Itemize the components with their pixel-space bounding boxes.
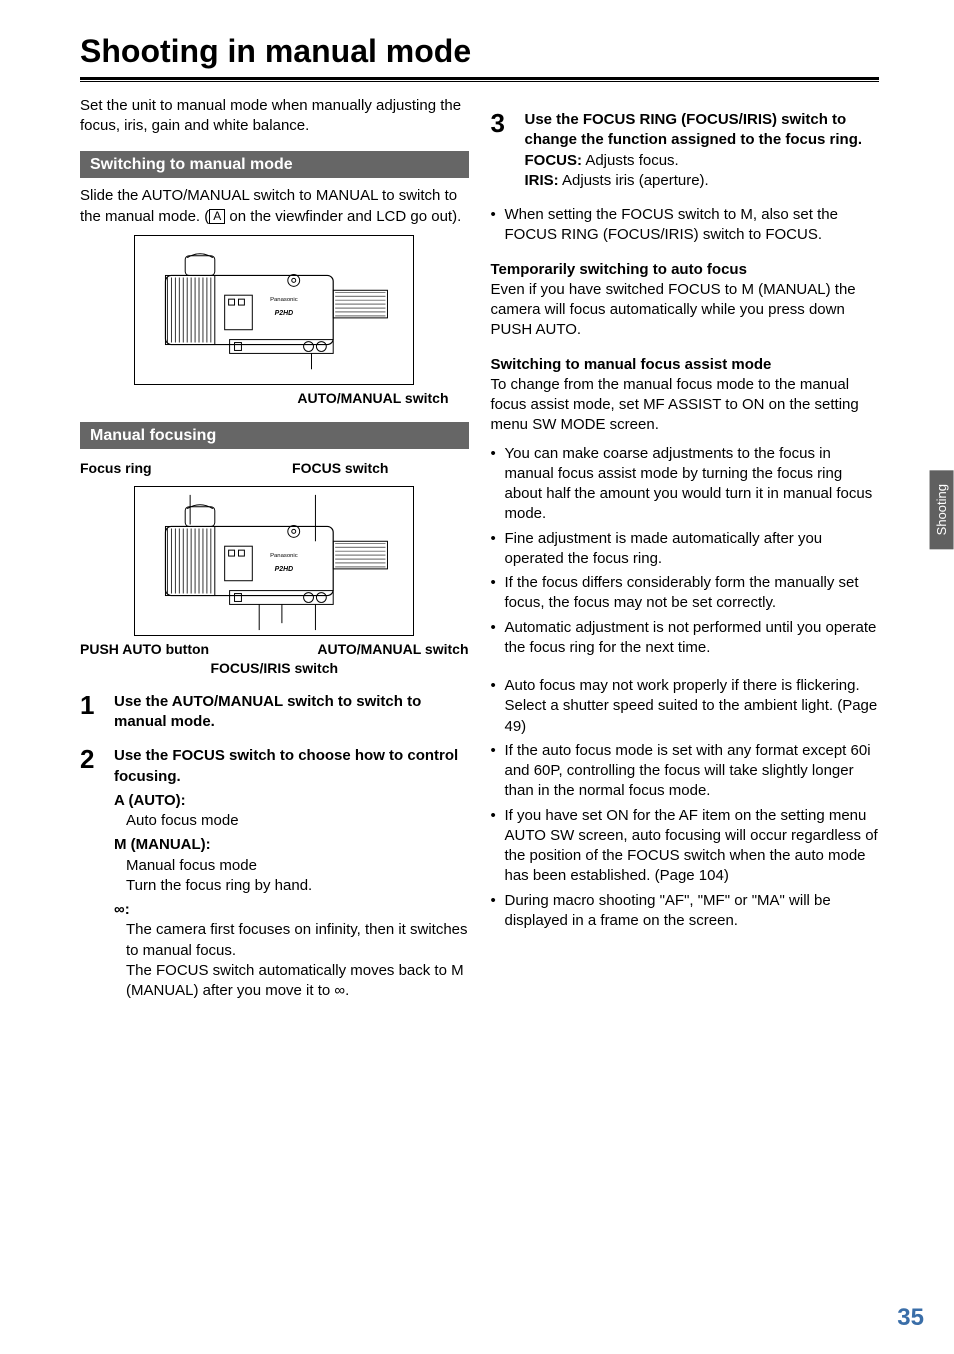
camera-figure-1: P2HD Panasonic <box>134 235 414 385</box>
step2-opt-m-dd: Manual focus mode Turn the focus ring by… <box>126 856 469 897</box>
assist-body: To change from the manual focus mode to … <box>491 375 880 436</box>
step2-opt-a-dt: A (AUTO): <box>114 791 469 811</box>
divider <box>80 81 879 82</box>
side-tab: Shooting <box>930 470 954 549</box>
assist-bullet: Automatic adjustment is not performed un… <box>491 618 880 659</box>
step3-focus-line: FOCUS: Adjusts focus. <box>525 151 880 171</box>
step2-opt-a-dd: Auto focus mode <box>126 811 469 831</box>
bullet-focus-switch-m: When setting the FOCUS switch to M, also… <box>491 205 880 246</box>
step-number: 3 <box>491 110 525 136</box>
temp-body: Even if you have switched FOCUS to M (MA… <box>491 280 880 341</box>
svg-text:P2HD: P2HD <box>275 566 293 573</box>
notes-bullet: Auto focus may not work properly if ther… <box>491 676 880 737</box>
assist-bullet: Fine adjustment is made automatically af… <box>491 529 880 570</box>
assist-bullet: You can make coarse adjustments to the f… <box>491 444 880 525</box>
camera-figure-2: P2HD Panasonic <box>134 486 414 636</box>
label-focus-iris: FOCUS/IRIS switch <box>80 659 469 678</box>
step3-iris-line: IRIS: Adjusts iris (aperture). <box>525 171 880 191</box>
camera-icon: P2HD Panasonic <box>135 487 413 635</box>
figure1-label: AUTO/MANUAL switch <box>80 389 469 408</box>
label-focus-switch: FOCUS switch <box>292 459 388 478</box>
step2-opt-inf-dd: The camera first focuses on infinity, th… <box>126 920 469 1001</box>
step3-iris-text: Adjusts iris (aperture). <box>559 172 709 189</box>
step-2: 2 Use the FOCUS switch to choose how to … <box>80 746 469 1001</box>
svg-text:Panasonic: Panasonic <box>270 297 298 303</box>
section1-body: Slide the AUTO/MANUAL switch to MANUAL t… <box>80 186 469 227</box>
page-number: 35 <box>897 1302 924 1334</box>
notes-bullet: During macro shooting "AF", "MF" or "MA"… <box>491 891 880 932</box>
step2-opt-inf-dt: ∞: <box>114 900 469 920</box>
chapter-title: Shooting in manual mode <box>80 30 879 73</box>
left-column: Set the unit to manual mode when manuall… <box>80 96 469 1015</box>
intro-text: Set the unit to manual mode when manuall… <box>80 96 469 137</box>
step-3: 3 Use the FOCUS RING (FOCUS/IRIS) switch… <box>491 110 880 191</box>
section-heading-switching: Switching to manual mode <box>80 151 469 179</box>
temp-heading: Temporarily switching to auto focus <box>491 260 880 280</box>
svg-text:Panasonic: Panasonic <box>270 553 298 559</box>
step3-focus-bold: FOCUS: <box>525 152 583 169</box>
step-1-head: Use the AUTO/MANUAL switch to switch to … <box>114 692 469 733</box>
label-push-auto: PUSH AUTO button <box>80 640 209 659</box>
camera-icon: P2HD Panasonic <box>135 236 413 384</box>
step-number: 1 <box>80 692 114 718</box>
step-3-head: Use the FOCUS RING (FOCUS/IRIS) switch t… <box>525 110 880 151</box>
step3-iris-bold: IRIS: <box>525 172 559 189</box>
step3-focus-text: Adjusts focus. <box>582 152 679 169</box>
assist-bullet: If the focus differs considerably form t… <box>491 573 880 614</box>
notes-bullet: If you have set ON for the AF item on th… <box>491 806 880 887</box>
step-1: 1 Use the AUTO/MANUAL switch to switch t… <box>80 692 469 733</box>
label-focus-ring: Focus ring <box>80 459 152 478</box>
svg-text:P2HD: P2HD <box>275 310 293 317</box>
step2-opt-m-dt: M (MANUAL): <box>114 835 469 855</box>
section1-post: on the viewfinder and LCD go out). <box>225 208 461 225</box>
right-column: 3 Use the FOCUS RING (FOCUS/IRIS) switch… <box>491 96 880 1015</box>
divider <box>80 77 879 80</box>
boxed-letter: A <box>209 209 225 224</box>
label-auto-manual: AUTO/MANUAL switch <box>317 640 468 659</box>
notes-bullet: If the auto focus mode is set with any f… <box>491 741 880 802</box>
step-2-head: Use the FOCUS switch to choose how to co… <box>114 746 469 787</box>
assist-heading: Switching to manual focus assist mode <box>491 355 880 375</box>
section-heading-manual-focus: Manual focusing <box>80 422 469 450</box>
step-number: 2 <box>80 746 114 772</box>
